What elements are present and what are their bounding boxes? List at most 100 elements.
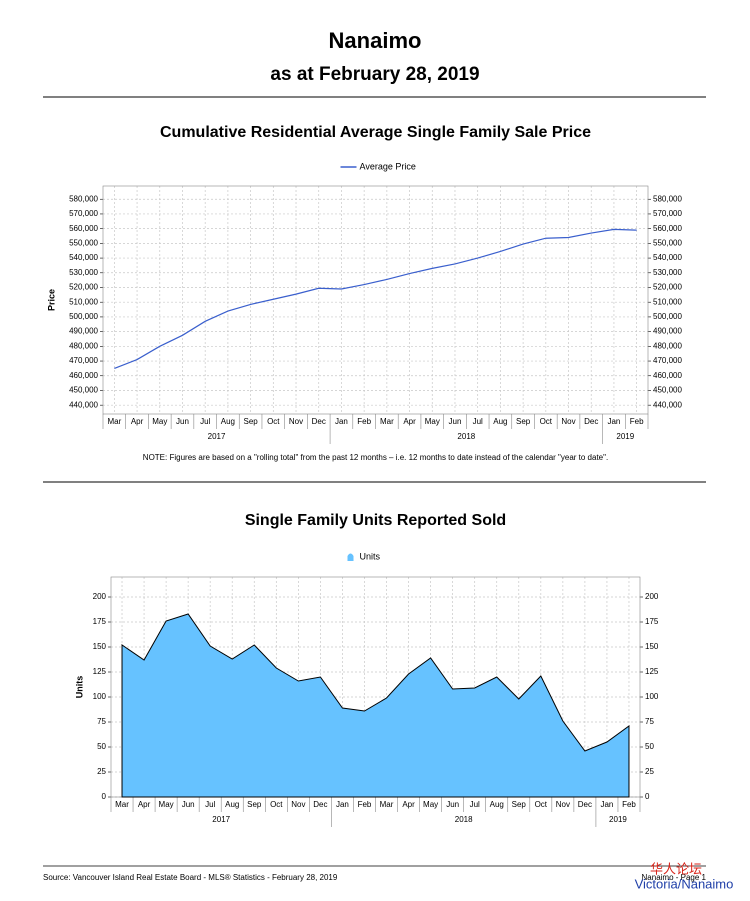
x-tick-label: Dec	[312, 417, 326, 426]
x-tick-label: Mar	[380, 800, 394, 809]
y-tick-label: 550,000	[69, 238, 98, 247]
legend-label: Units	[360, 551, 381, 561]
y2-tick-label: 580,000	[653, 194, 682, 203]
y2-tick-label: 500,000	[653, 312, 682, 321]
y2-tick-label: 100	[645, 692, 659, 701]
x-tick-label: Dec	[578, 800, 592, 809]
y-tick-label: 200	[93, 592, 107, 601]
x-tick-label: Feb	[357, 417, 371, 426]
page-subtitle: as at February 28, 2019	[270, 64, 479, 85]
y-tick-label: 470,000	[69, 356, 98, 365]
y2-tick-label: 530,000	[653, 268, 682, 277]
legend-swatch	[347, 553, 354, 561]
y-tick-label: 125	[93, 667, 107, 676]
x-tick-label: Jun	[176, 417, 189, 426]
x-tick-label: Jan	[607, 417, 620, 426]
x-tick-label: Nov	[291, 800, 305, 809]
x-group-label: 2018	[455, 815, 473, 824]
line-series	[114, 228, 637, 369]
x-group-label: 2019	[609, 815, 627, 824]
watermark-region: Victoria/Nanaimo	[635, 876, 734, 891]
y-tick-label: 50	[97, 742, 106, 751]
y2-tick-label: 550,000	[653, 238, 682, 247]
x-tick-label: Nov	[556, 800, 570, 809]
chart-note: NOTE: Figures are based on a "rolling to…	[143, 453, 608, 462]
y-tick-label: 450,000	[69, 386, 98, 395]
x-tick-label: Nov	[289, 417, 303, 426]
y2-tick-label: 470,000	[653, 356, 682, 365]
y2-tick-label: 480,000	[653, 341, 682, 350]
x-tick-label: May	[159, 800, 174, 809]
x-tick-label: Feb	[358, 800, 372, 809]
y2-tick-label: 450,000	[653, 386, 682, 395]
y-tick-label: 530,000	[69, 268, 98, 277]
area-series	[121, 613, 630, 798]
y-tick-label: 580,000	[69, 194, 98, 203]
x-tick-label: Sep	[243, 417, 258, 426]
x-tick-label: Apr	[138, 800, 151, 809]
y-tick-label: 510,000	[69, 297, 98, 306]
x-tick-label: Jul	[470, 800, 480, 809]
y2-tick-label: 175	[645, 617, 659, 626]
watermark-site: 华人论坛	[650, 861, 702, 876]
x-tick-label: Oct	[535, 800, 548, 809]
x-tick-label: Dec	[313, 800, 327, 809]
x-tick-label: Jan	[600, 800, 613, 809]
y-tick-label: 520,000	[69, 283, 98, 292]
y-tick-label: 480,000	[69, 341, 98, 350]
y2-tick-label: 490,000	[653, 327, 682, 336]
y2-tick-label: 150	[645, 642, 659, 651]
x-tick-label: May	[425, 417, 440, 426]
x-tick-label: Jan	[336, 800, 349, 809]
y-axis-label: Price	[46, 289, 56, 311]
x-tick-label: Sep	[247, 800, 262, 809]
x-tick-label: Jul	[205, 800, 215, 809]
y-tick-label: 500,000	[69, 312, 98, 321]
y-tick-label: 440,000	[69, 400, 98, 409]
x-tick-label: Oct	[270, 800, 283, 809]
x-tick-label: Aug	[493, 417, 507, 426]
x-tick-label: Aug	[225, 800, 239, 809]
chart-title: Single Family Units Reported Sold	[245, 512, 506, 529]
x-tick-label: Sep	[516, 417, 531, 426]
y-tick-label: 25	[97, 767, 106, 776]
x-tick-label: Jun	[182, 800, 195, 809]
y2-tick-label: 50	[645, 742, 654, 751]
x-tick-label: Mar	[115, 800, 129, 809]
x-tick-label: Jun	[449, 417, 462, 426]
x-group-label: 2018	[457, 432, 475, 441]
x-tick-label: Feb	[622, 800, 636, 809]
y-tick-label: 0	[102, 792, 107, 801]
x-tick-label: Oct	[540, 417, 553, 426]
x-tick-label: Dec	[584, 417, 598, 426]
x-tick-label: Apr	[131, 417, 144, 426]
chart-title: Cumulative Residential Average Single Fa…	[160, 124, 591, 141]
x-tick-label: Apr	[403, 417, 416, 426]
x-tick-label: Mar	[107, 417, 121, 426]
x-tick-label: Mar	[380, 417, 394, 426]
legend-label: Average Price	[360, 161, 416, 171]
x-tick-label: May	[152, 417, 167, 426]
y2-tick-label: 440,000	[653, 400, 682, 409]
y2-tick-label: 460,000	[653, 371, 682, 380]
x-tick-label: Oct	[267, 417, 280, 426]
x-tick-label: Aug	[490, 800, 504, 809]
x-tick-label: Nov	[561, 417, 575, 426]
y-tick-label: 540,000	[69, 253, 98, 262]
y2-tick-label: 0	[645, 792, 650, 801]
x-tick-label: Sep	[512, 800, 527, 809]
x-tick-label: Apr	[402, 800, 415, 809]
x-group-label: 2017	[212, 815, 230, 824]
y2-tick-label: 125	[645, 667, 659, 676]
y-axis-label: Units	[74, 676, 84, 699]
y2-tick-label: 510,000	[653, 297, 682, 306]
y-tick-label: 75	[97, 717, 106, 726]
y2-tick-label: 200	[645, 592, 659, 601]
y-tick-label: 490,000	[69, 327, 98, 336]
y-tick-label: 100	[93, 692, 107, 701]
y-tick-label: 570,000	[69, 209, 98, 218]
x-tick-label: Jul	[473, 417, 483, 426]
x-tick-label: May	[423, 800, 438, 809]
x-tick-label: Feb	[630, 417, 644, 426]
